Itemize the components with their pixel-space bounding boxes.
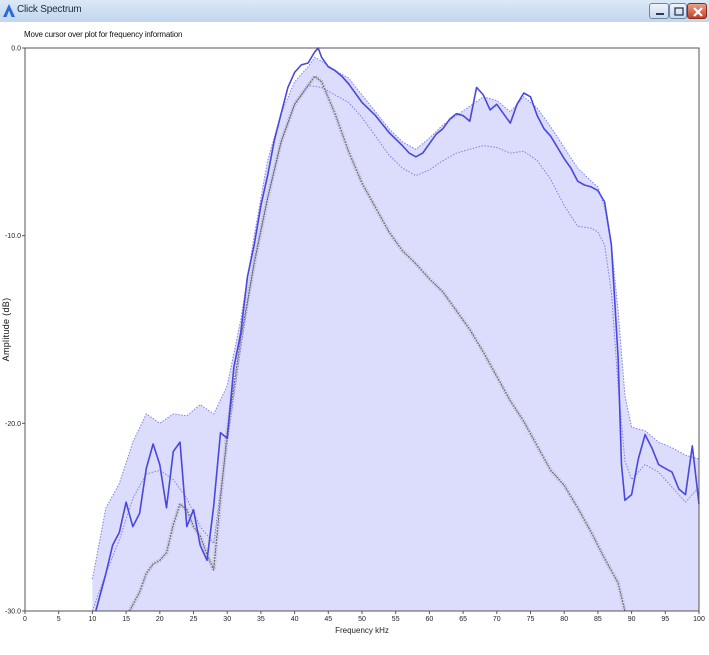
maximize-button[interactable] (669, 3, 687, 19)
y-tick-label: -10.0 (5, 233, 21, 240)
x-tick-label: 95 (661, 616, 669, 623)
x-tick-label: 0 (23, 616, 27, 623)
x-tick-label: 20 (156, 616, 164, 623)
x-tick-label: 30 (223, 616, 231, 623)
x-tick-label: 70 (493, 616, 501, 623)
x-tick-label: 45 (324, 616, 332, 623)
x-tick-label: 80 (560, 616, 568, 623)
window-title: Click Spectrum (17, 4, 82, 15)
maximize-icon (674, 7, 684, 16)
spectrum-fill (92, 57, 699, 611)
minimize-button[interactable] (649, 3, 669, 19)
x-tick-label: 100 (693, 616, 705, 623)
x-tick-label: 50 (358, 616, 366, 623)
x-tick-label: 55 (392, 616, 400, 623)
series-gray (129, 75, 626, 612)
x-tick-label: 10 (89, 616, 97, 623)
y-axis-label: Amplitude (dB) (1, 298, 11, 362)
x-tick-label: 15 (122, 616, 130, 623)
series-lower-band (91, 84, 700, 612)
x-tick-label: 90 (628, 616, 636, 623)
y-tick-label: 0.0 (11, 46, 21, 53)
x-axis-label: Frequency kHz (335, 626, 389, 635)
x-tick-label: 25 (190, 616, 198, 623)
x-tick-label: 35 (257, 616, 265, 623)
cursor-hint: Move cursor over plot for frequency info… (24, 30, 183, 39)
title-bar: Click Spectrum (0, 0, 709, 23)
close-icon (693, 7, 703, 17)
x-tick-label: 60 (426, 616, 434, 623)
spectrum-plot[interactable]: 0 5 10 15 20 25 30 35 40 45 50 55 60 65 70 75 80 85 90 95 10… (0, 22, 709, 655)
x-tick-label: 85 (594, 616, 602, 623)
minimize-icon (656, 13, 664, 15)
app-icon (3, 4, 15, 17)
close-button[interactable] (687, 3, 707, 19)
x-tick-label: 65 (459, 616, 467, 623)
x-tick-label: 40 (291, 616, 299, 623)
series-main (95, 47, 700, 612)
x-tick-label: 75 (527, 616, 535, 623)
y-tick-label: -30.0 (5, 609, 21, 616)
chart-window[interactable]: Move cursor over plot for frequency info… (0, 22, 709, 655)
y-tick-label: -20.0 (5, 421, 21, 428)
x-tick-label: 5 (57, 616, 61, 623)
